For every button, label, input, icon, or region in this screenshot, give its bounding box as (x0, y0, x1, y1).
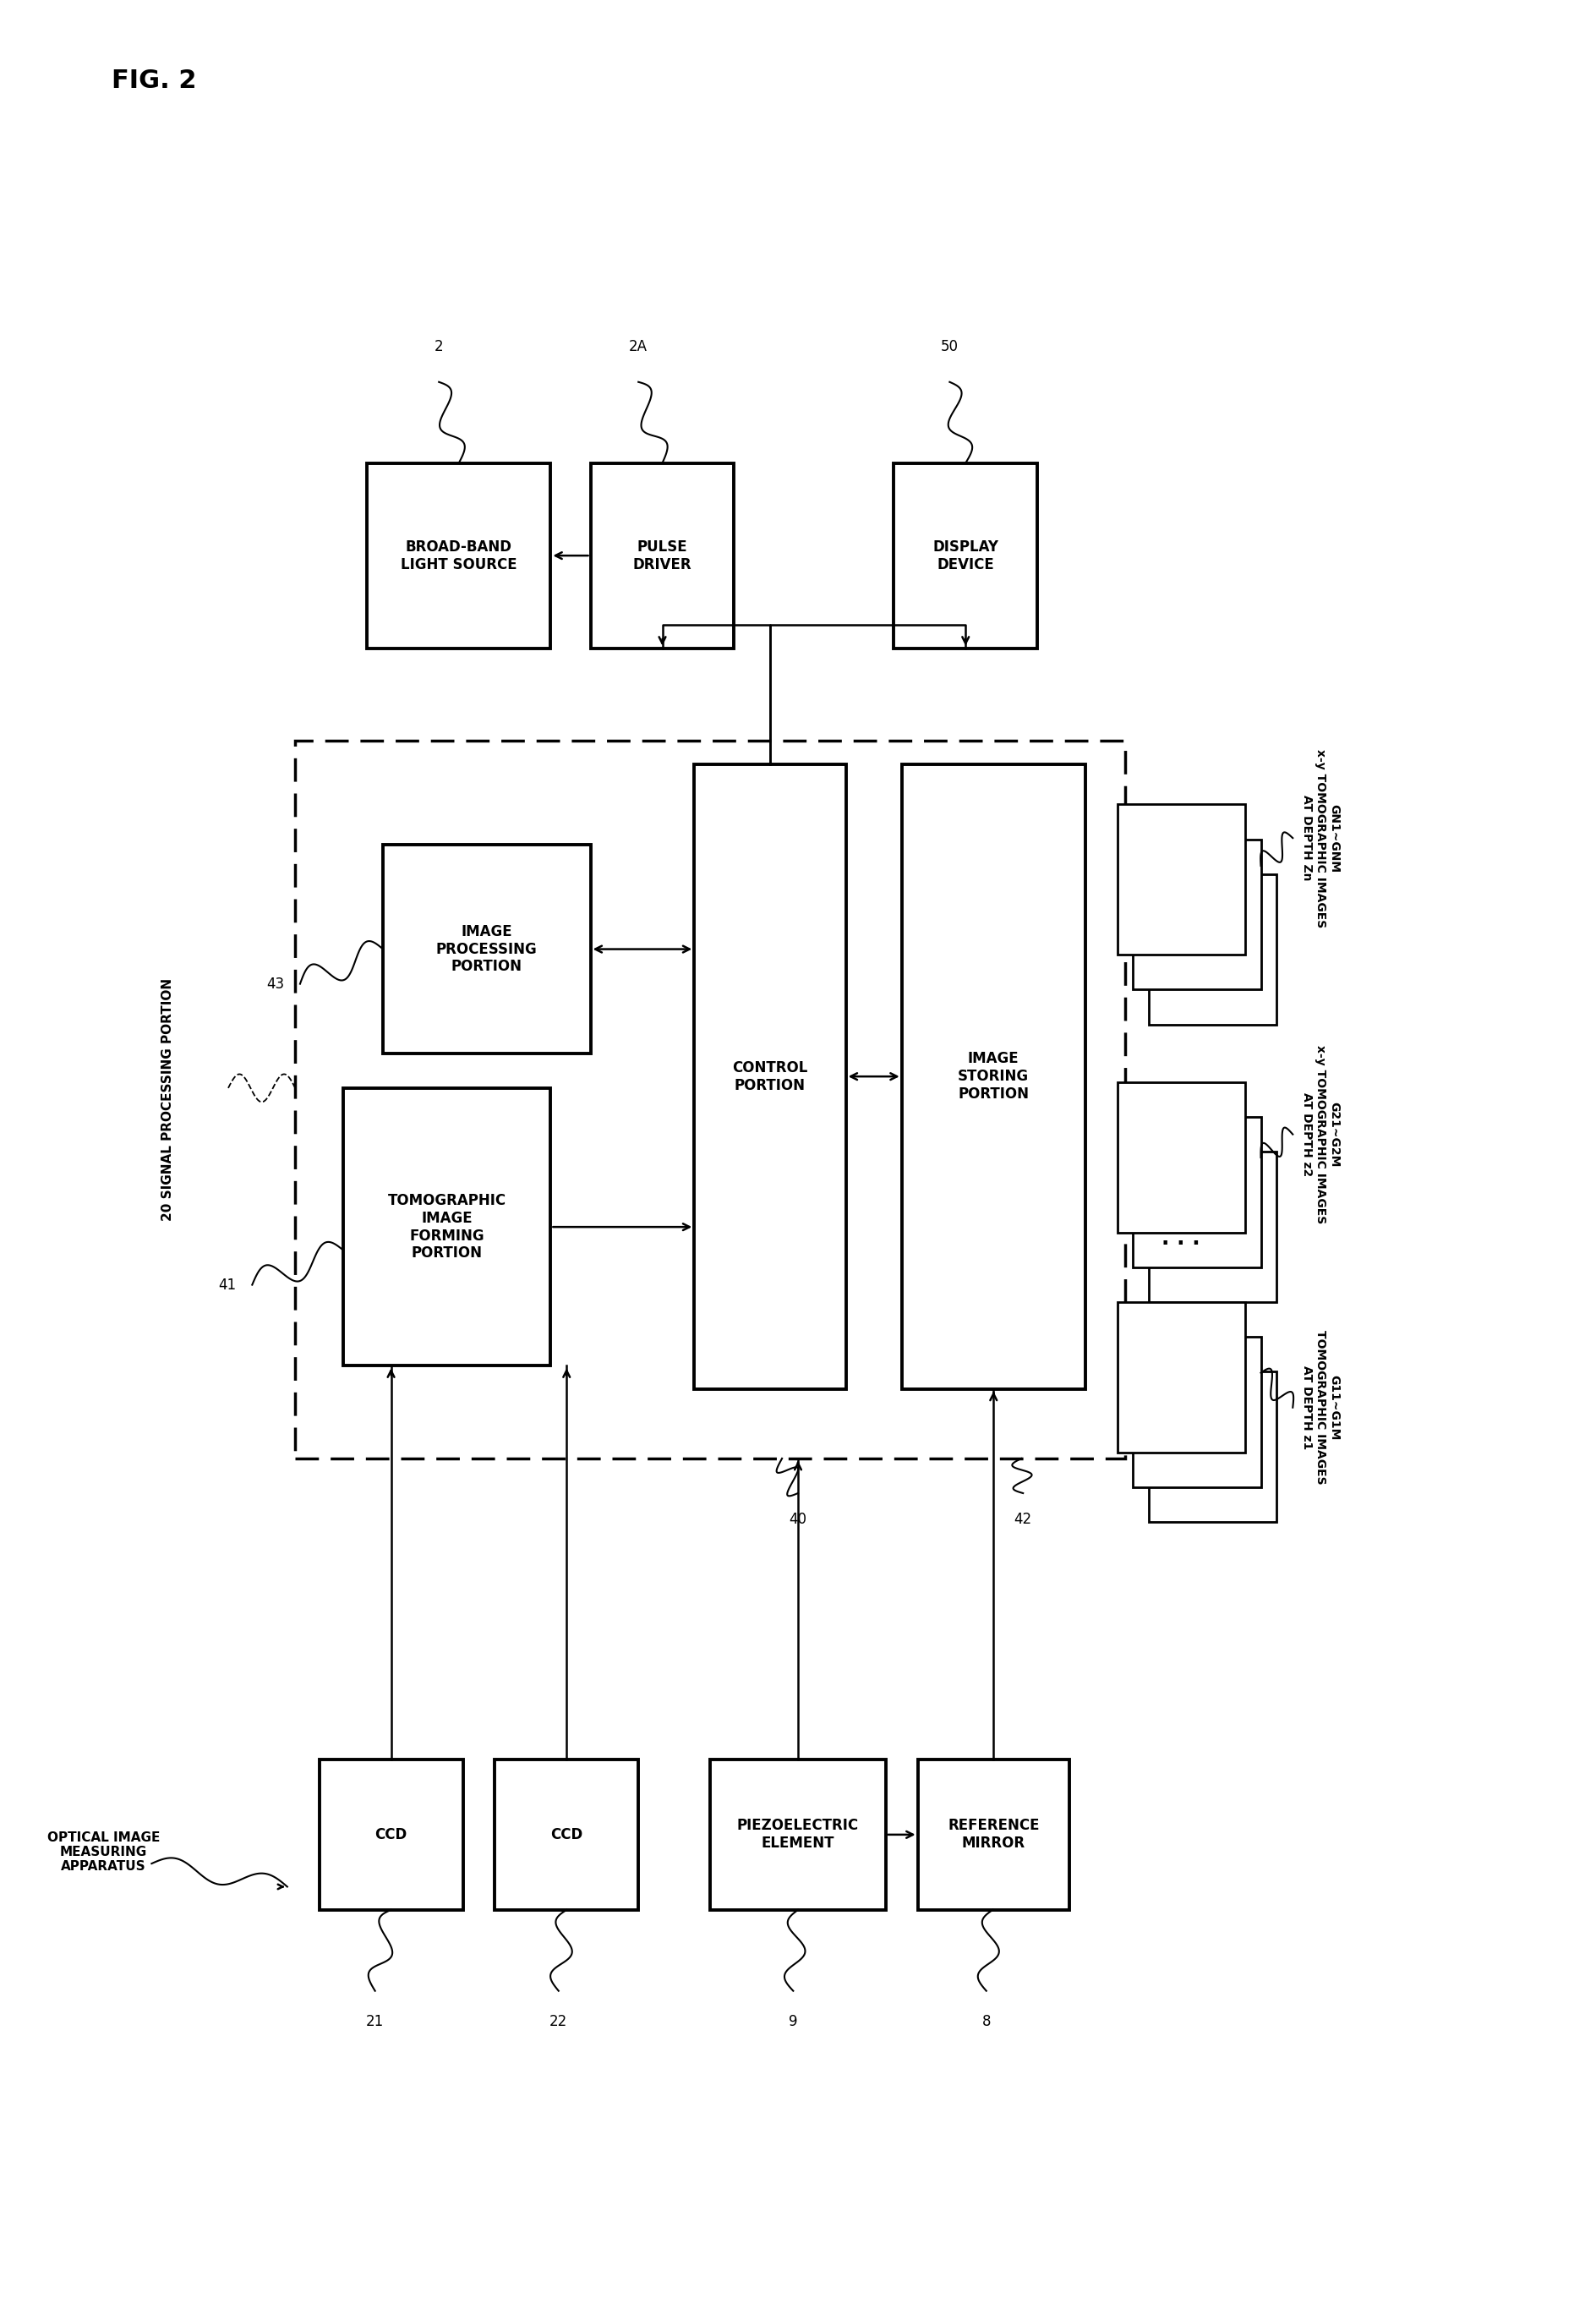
Bar (1133, 1116, 1261, 1269)
Text: CONTROL
PORTION: CONTROL PORTION (733, 1060, 808, 1093)
Bar (295, 741, 1125, 1458)
Text: IMAGE
STORING
PORTION: IMAGE STORING PORTION (958, 1051, 1029, 1102)
Bar (1149, 873, 1277, 1023)
Bar (1133, 840, 1261, 991)
Bar (894, 463, 1037, 648)
Bar (1149, 1370, 1277, 1523)
Bar (495, 1759, 638, 1910)
Text: BROAD-BAND
LIGHT SOURCE: BROAD-BAND LIGHT SOURCE (401, 539, 517, 572)
Text: 2A: 2A (629, 338, 648, 354)
Text: 20 SIGNAL PROCESSING PORTION: 20 SIGNAL PROCESSING PORTION (161, 979, 174, 1220)
Bar (367, 463, 551, 648)
Text: 42: 42 (1013, 1512, 1033, 1528)
Bar (383, 845, 591, 1053)
Bar (1149, 1153, 1277, 1301)
Text: CCD: CCD (375, 1827, 407, 1843)
Text: . . .: . . . (1162, 1229, 1200, 1248)
Text: CCD: CCD (551, 1827, 583, 1843)
Text: PIEZOELECTRIC
ELEMENT: PIEZOELECTRIC ELEMENT (737, 1817, 859, 1852)
Text: 22: 22 (549, 2014, 568, 2030)
Text: G11~G1M
TOMOGRAPHIC IMAGES
AT DEPTH z1: G11~G1M TOMOGRAPHIC IMAGES AT DEPTH z1 (1301, 1331, 1341, 1484)
Bar (1117, 1083, 1245, 1232)
Bar (694, 764, 846, 1389)
Bar (1117, 803, 1245, 954)
Bar (710, 1759, 886, 1910)
Bar (1117, 1301, 1245, 1454)
Bar (591, 463, 734, 648)
Text: 8: 8 (982, 2014, 991, 2030)
Text: REFERENCE
MIRROR: REFERENCE MIRROR (948, 1817, 1039, 1852)
Text: 9: 9 (788, 2014, 798, 2030)
Text: 40: 40 (788, 1512, 808, 1528)
Bar (902, 764, 1085, 1389)
Text: GN1~GNM
x-y TOMOGRAPHIC IMAGES
AT DEPTH Zn: GN1~GNM x-y TOMOGRAPHIC IMAGES AT DEPTH … (1301, 748, 1341, 928)
Text: 41: 41 (219, 1278, 236, 1292)
Text: 21: 21 (365, 2014, 385, 2030)
Text: OPTICAL IMAGE
MEASURING
APPARATUS: OPTICAL IMAGE MEASURING APPARATUS (48, 1831, 160, 1873)
Bar (918, 1759, 1069, 1910)
Text: TOMOGRAPHIC
IMAGE
FORMING
PORTION: TOMOGRAPHIC IMAGE FORMING PORTION (388, 1192, 506, 1262)
Bar (343, 1088, 551, 1366)
Text: 50: 50 (940, 338, 959, 354)
Text: IMAGE
PROCESSING
PORTION: IMAGE PROCESSING PORTION (436, 924, 538, 975)
Text: 2: 2 (434, 338, 444, 354)
Bar (319, 1759, 463, 1910)
Text: PULSE
DRIVER: PULSE DRIVER (634, 539, 691, 572)
Text: FIG. 2: FIG. 2 (112, 69, 196, 93)
Text: G21~G2M
x-y TOMOGRAPHIC IMAGES
AT DEPTH z2: G21~G2M x-y TOMOGRAPHIC IMAGES AT DEPTH … (1301, 1044, 1341, 1225)
Bar (1133, 1336, 1261, 1486)
Text: DISPLAY
DEVICE: DISPLAY DEVICE (932, 539, 999, 572)
Text: 43: 43 (267, 977, 284, 991)
